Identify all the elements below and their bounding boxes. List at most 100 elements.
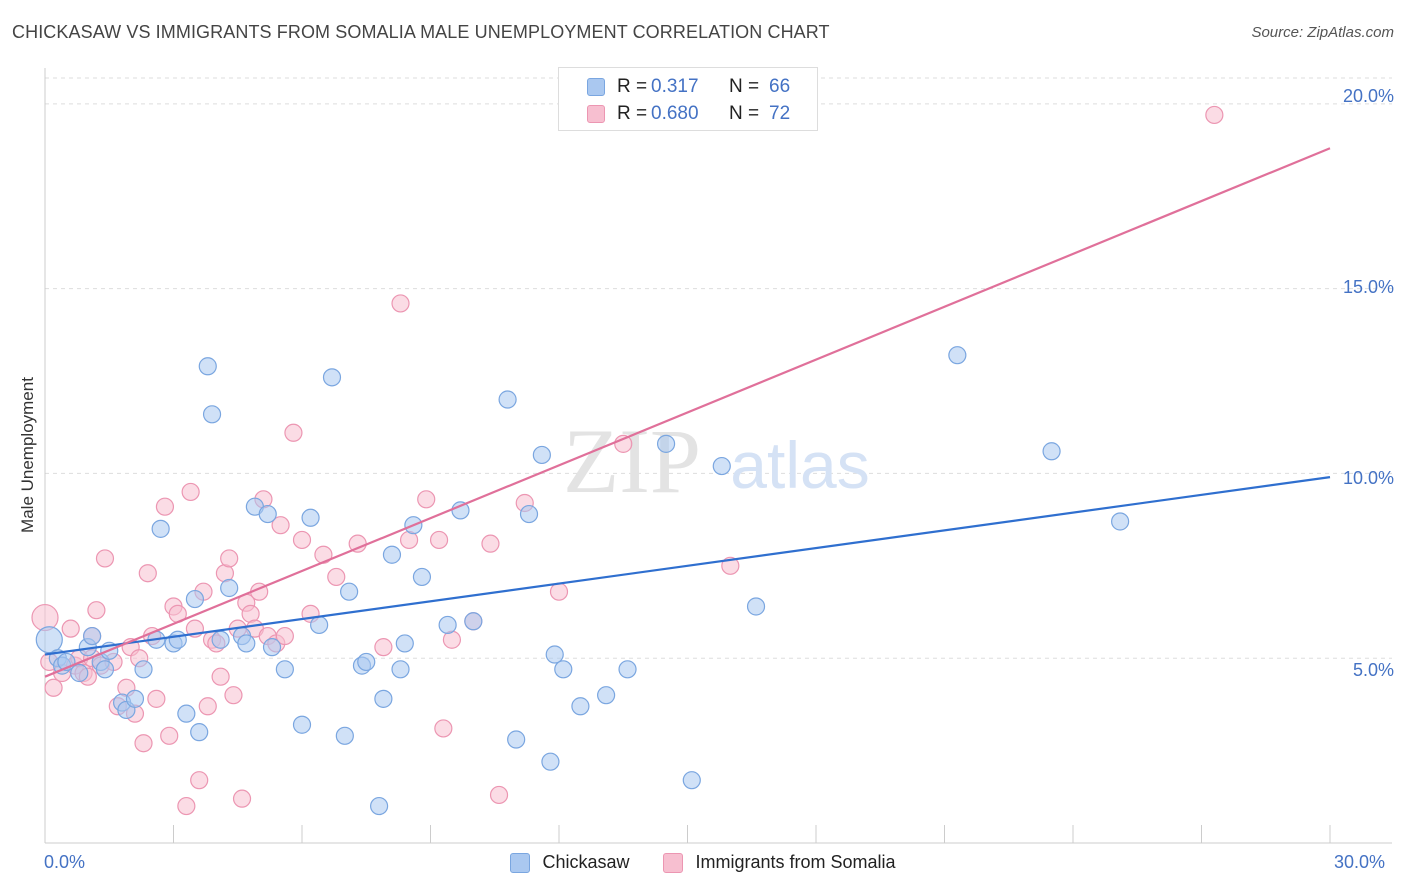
- somalia-point: [232, 789, 252, 808]
- y-axis-label: Male Unemployment: [18, 377, 37, 533]
- legend-n-value: 66: [769, 76, 791, 97]
- somalia-point: [44, 678, 63, 697]
- bottom-legend-chickasaw: Chickasaw: [510, 852, 629, 873]
- chickasaw-point: [395, 634, 414, 653]
- chickasaw-point: [507, 730, 526, 749]
- chickasaw-point: [746, 597, 766, 616]
- legend-n-label: N =: [729, 103, 760, 124]
- bottom-legend-label: Immigrants from Somalia: [695, 852, 896, 872]
- legend-n-value: 72: [769, 103, 791, 124]
- legend-r-label: R =: [617, 103, 648, 124]
- watermark: ZIP atlas: [563, 410, 870, 512]
- trend-lines: [44, 147, 1331, 678]
- chickasaw-point: [656, 434, 676, 453]
- chickasaw-point: [391, 660, 410, 679]
- somalia-point: [138, 564, 157, 583]
- chickasaw-point: [464, 612, 483, 631]
- somalia-point: [220, 549, 239, 568]
- chickasaw-point: [712, 456, 731, 476]
- chickasaw-point: [301, 508, 320, 527]
- chickasaw-point: [70, 663, 89, 683]
- somalia-trend-line: [44, 147, 1331, 678]
- legend-r-value: 0.317: [651, 76, 699, 97]
- chickasaw-point: [541, 752, 560, 771]
- chickasaw-point: [310, 615, 329, 635]
- chickasaw-point: [95, 660, 115, 679]
- chickasaw-point: [357, 652, 376, 672]
- somalia-point: [31, 603, 59, 632]
- bottom-legend-label: Chickasaw: [542, 852, 630, 872]
- legend-n-label: N =: [729, 76, 760, 97]
- chickasaw-point: [220, 578, 239, 598]
- somalia-point: [429, 530, 449, 550]
- chickasaw-point: [168, 630, 187, 649]
- somalia-point: [181, 482, 200, 502]
- y-tick-label: 5.0%: [1352, 660, 1394, 680]
- chickasaw-point: [185, 589, 205, 609]
- somalia-point: [481, 534, 500, 553]
- legend-swatch-pink: [587, 105, 605, 123]
- somalia-point: [549, 582, 569, 601]
- somalia-point: [61, 619, 80, 638]
- somalia-point: [434, 719, 453, 738]
- legend-swatch-blue: [587, 78, 605, 96]
- somalia-point: [198, 697, 217, 716]
- chickasaw-trend-line: [44, 476, 1331, 656]
- watermark-zip: ZIP: [563, 410, 701, 512]
- y-tick-label: 10.0%: [1342, 468, 1394, 488]
- chickasaw-point: [125, 689, 145, 708]
- y-tick-label: 20.0%: [1342, 86, 1394, 106]
- bottom-legend-somalia: Immigrants from Somalia: [663, 852, 896, 873]
- chickasaw-point: [682, 771, 701, 790]
- legend: R = 0.317 N = 66 R = 0.680 N = 72: [558, 67, 818, 131]
- somalia-point: [177, 796, 196, 816]
- chickasaw-point: [134, 660, 153, 679]
- somalia-point: [292, 530, 312, 550]
- chickasaw-point: [438, 615, 457, 635]
- chickasaw-point: [190, 723, 209, 742]
- somalia-point: [417, 490, 436, 509]
- chickasaw-point: [151, 519, 170, 538]
- legend-r-label: R =: [617, 76, 648, 97]
- x-tick-label: 0.0%: [44, 852, 86, 872]
- somalia-point: [134, 734, 153, 753]
- chickasaw-point: [519, 504, 539, 524]
- legend-row-chickasaw: R = 0.317 N = 66: [587, 74, 790, 100]
- somalia-point: [160, 726, 179, 745]
- somalia-point: [284, 423, 303, 442]
- chickasaw-point: [554, 660, 573, 679]
- bottom-legend-swatch-pink: [663, 852, 684, 873]
- source-label: Source: ZipAtlas.com: [1251, 24, 1394, 41]
- chickasaw-point: [618, 660, 637, 679]
- chickasaw-point: [198, 357, 217, 376]
- chickasaw-point: [258, 504, 277, 524]
- somalia-point: [374, 638, 393, 657]
- chickasaw-point: [597, 686, 616, 705]
- somalia-point: [271, 516, 290, 535]
- chickasaw-point: [545, 645, 564, 664]
- somalia-point: [1205, 105, 1224, 125]
- chickasaw-point: [370, 796, 389, 816]
- somalia-point: [489, 785, 509, 805]
- series-chickasaw-points: [35, 346, 1130, 816]
- somalia-point: [87, 601, 106, 620]
- chickasaw-point: [202, 405, 222, 424]
- chickasaw-point: [532, 445, 551, 465]
- chickasaw-point: [498, 390, 517, 409]
- chickasaw-point: [262, 638, 282, 657]
- chickasaw-point: [571, 697, 590, 716]
- x-tick-label: 30.0%: [1334, 852, 1386, 872]
- chickasaw-point: [83, 626, 102, 646]
- watermark-atlas: atlas: [730, 428, 869, 502]
- somalia-point: [211, 667, 230, 686]
- somalia-point: [275, 626, 294, 646]
- somalia-point: [190, 771, 209, 790]
- chickasaw-point: [340, 582, 359, 601]
- chickasaw-point: [177, 704, 196, 723]
- chickasaw-point: [382, 545, 402, 564]
- somalia-point: [155, 497, 175, 516]
- grid-lines: [45, 77, 1392, 659]
- chickasaw-point: [335, 726, 354, 745]
- chickasaw-point: [948, 346, 967, 365]
